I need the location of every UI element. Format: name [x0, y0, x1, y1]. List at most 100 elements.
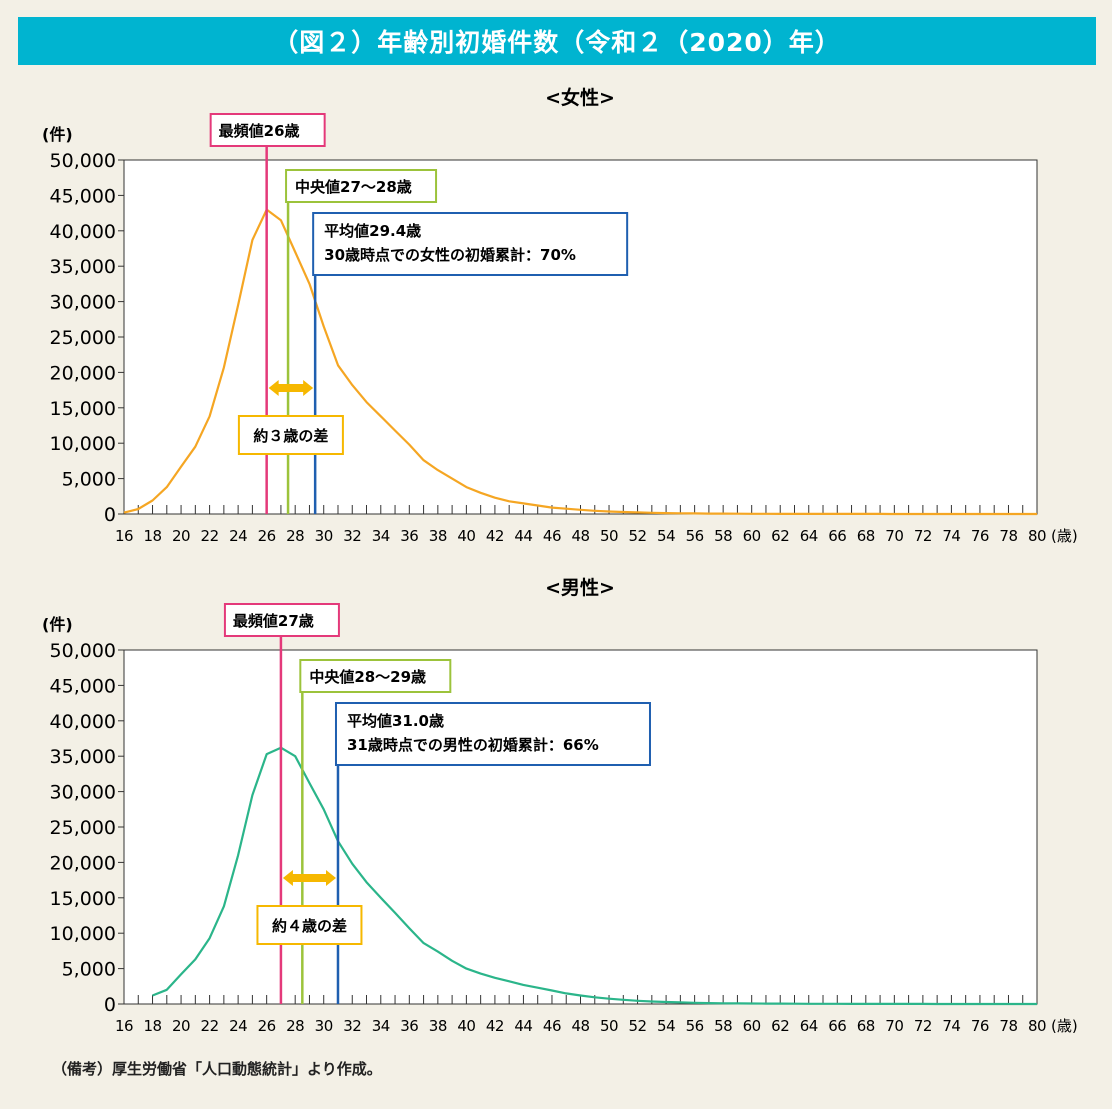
- y-tick-label: 25,000: [50, 817, 116, 839]
- x-tick-label: 28: [286, 1017, 304, 1035]
- x-tick-label: 80: [1028, 1017, 1046, 1035]
- x-tick-label: 64: [800, 527, 818, 545]
- diff-label-box: [256, 905, 363, 945]
- x-tick-label: 78: [999, 527, 1017, 545]
- median-label: 中央値28～29歳: [309, 668, 426, 686]
- diff-arrow-right-head: [303, 380, 314, 396]
- x-tick-label: 38: [429, 1017, 447, 1035]
- male-chart: <男性> (件) 0 5,000 10,000 15,000 20,000 25,000 30,…: [42, 576, 1078, 1035]
- x-tick-label: 32: [343, 1017, 361, 1035]
- mode-label: 最頻値27歳: [233, 612, 314, 630]
- source-note: （備考）厚生労働省「人口動態統計」より作成。: [52, 1060, 382, 1078]
- mean-label-line2: 30歳時点での女性の初婚累計：70%: [324, 246, 576, 264]
- y-tick-label: 35,000: [50, 746, 116, 768]
- y-tick-label: 50,000: [50, 640, 116, 662]
- mean-label-line1: 平均値31.0歳: [347, 712, 444, 730]
- x-tick-label: 46: [543, 527, 561, 545]
- x-tick-label: 22: [201, 1017, 219, 1035]
- x-tick-label: 30: [315, 527, 333, 545]
- diff-arrow-shaft: [276, 384, 306, 392]
- x-tick-label: 28: [286, 527, 304, 545]
- x-tick-label: 18: [143, 1017, 161, 1035]
- x-tick-label: 16: [115, 1017, 133, 1035]
- x-tick-label: 70: [885, 1017, 903, 1035]
- y-tick-label: 0: [104, 994, 116, 1016]
- median-label: 中央値27～28歳: [295, 178, 412, 196]
- mean-label-box: [334, 702, 651, 766]
- y-tick-label: 15,000: [50, 888, 116, 910]
- y-tick-label: 45,000: [50, 185, 116, 207]
- mean-label-line2: 31歳時点での男性の初婚累計：66%: [347, 736, 599, 754]
- x-tick-label: 66: [828, 1017, 846, 1035]
- y-axis-unit: (件): [42, 615, 73, 634]
- y-tick-label: 45,000: [50, 675, 116, 697]
- x-tick-label: 44: [514, 1017, 532, 1035]
- x-tick-label: 76: [971, 527, 989, 545]
- x-tick-label: 68: [857, 1017, 875, 1035]
- x-tick-label: 72: [914, 1017, 932, 1035]
- mode-label-box: [223, 603, 340, 637]
- mode-label: 最頻値26歳: [219, 122, 300, 140]
- x-tick-label: 22: [201, 527, 219, 545]
- x-tick-label: 26: [258, 527, 276, 545]
- x-tick-label: 66: [828, 527, 846, 545]
- x-tick-label: 48: [571, 527, 589, 545]
- x-tick-label: 80: [1028, 527, 1046, 545]
- diff-label: 約３歳の差: [253, 427, 328, 445]
- y-tick-label: 0: [104, 504, 116, 526]
- y-tick-label: 30,000: [50, 782, 116, 804]
- x-tick-label: 26: [258, 1017, 276, 1035]
- x-tick-label: 48: [571, 1017, 589, 1035]
- diff-arrow-right-head: [325, 870, 336, 886]
- x-tick-label: 24: [229, 1017, 247, 1035]
- x-tick-label: 50: [600, 527, 618, 545]
- x-tick-label: 78: [999, 1017, 1017, 1035]
- series-line: [123, 208, 1037, 516]
- x-tick-label: 24: [229, 527, 247, 545]
- x-tick-label: 46: [543, 1017, 561, 1035]
- x-tick-label: 58: [714, 527, 732, 545]
- diff-arrow-left-head: [282, 870, 293, 886]
- y-tick-label: 15,000: [50, 398, 116, 420]
- y-axis-unit: (件): [42, 125, 73, 144]
- y-tick-label: 10,000: [50, 433, 116, 455]
- x-tick-label: 74: [942, 1017, 960, 1035]
- x-tick-label: 58: [714, 1017, 732, 1035]
- x-tick-label: 40: [457, 527, 475, 545]
- x-tick-label: 36: [400, 527, 418, 545]
- diff-arrow-left-head: [268, 380, 279, 396]
- panel-title: <男性>: [545, 576, 615, 599]
- x-tick-label: 62: [771, 1017, 789, 1035]
- x-tick-label: 42: [486, 1017, 504, 1035]
- x-tick-label: 20: [172, 527, 190, 545]
- median-label-box: [299, 659, 452, 693]
- x-tick-label: 16: [115, 527, 133, 545]
- x-tick-label: 34: [372, 527, 390, 545]
- x-tick-label: 42: [486, 527, 504, 545]
- x-tick-label: 76: [971, 1017, 989, 1035]
- y-tick-label: 40,000: [50, 221, 116, 243]
- y-tick-label: 50,000: [50, 150, 116, 172]
- x-tick-label: 70: [885, 527, 903, 545]
- x-tick-label: 34: [372, 1017, 390, 1035]
- x-tick-label: 74: [942, 527, 960, 545]
- y-tick-label: 25,000: [50, 327, 116, 349]
- x-tick-label: 32: [343, 527, 361, 545]
- y-tick-label: 10,000: [50, 923, 116, 945]
- chart-title: （図２）年齢別初婚件数（令和２（2020）年）: [18, 17, 1096, 65]
- x-axis-unit: (歳): [1051, 527, 1078, 545]
- y-tick-label: 20,000: [50, 362, 116, 384]
- y-tick-label: 20,000: [50, 852, 116, 874]
- y-tick-label: 30,000: [50, 292, 116, 314]
- x-tick-label: 38: [429, 527, 447, 545]
- x-tick-label: 56: [686, 1017, 704, 1035]
- median-label-box: [285, 169, 438, 203]
- x-tick-label: 64: [800, 1017, 818, 1035]
- x-tick-label: 30: [315, 1017, 333, 1035]
- mean-label-line1: 平均値29.4歳: [324, 222, 421, 240]
- x-tick-label: 18: [143, 527, 161, 545]
- x-tick-label: 62: [771, 527, 789, 545]
- x-tick-label: 72: [914, 527, 932, 545]
- diff-label-box: [237, 415, 344, 455]
- panel-title: <女性>: [545, 86, 615, 109]
